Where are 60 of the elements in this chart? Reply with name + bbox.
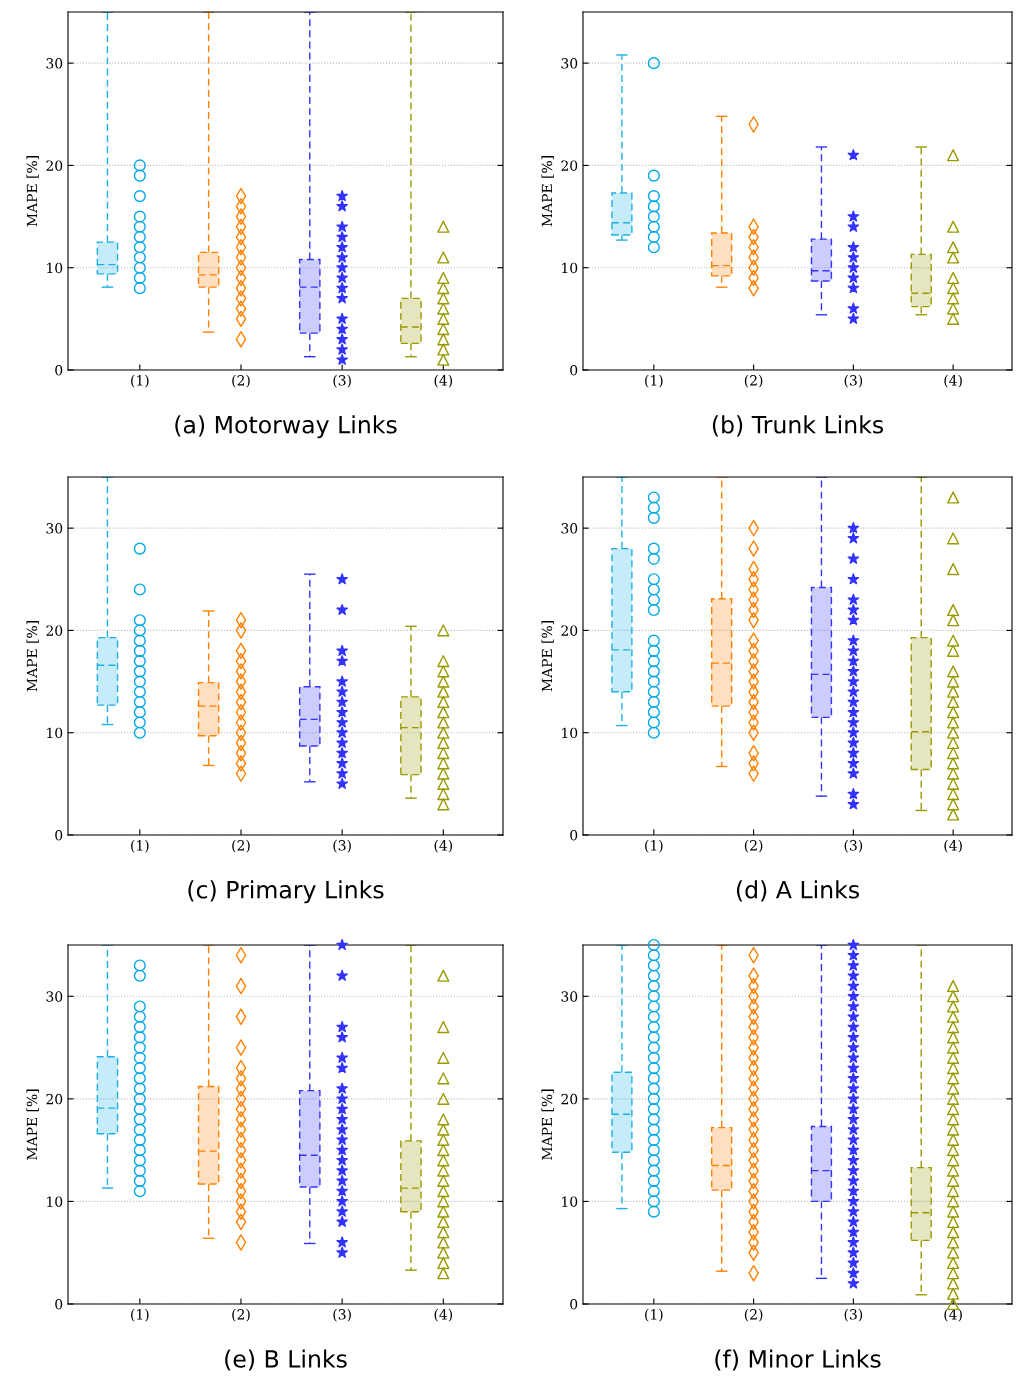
y-tick-label: 10 [562,262,578,274]
y-tick-label: 30 [561,58,578,69]
x-tick-label: (1) [131,374,149,388]
x-tick-label: (4) [944,1308,962,1322]
text: (f) Minor Links [715,1349,881,1371]
y-tick-label: 20 [561,1093,578,1105]
text: (b) Trunk Links [712,415,884,437]
y-tick-label: 10 [47,262,63,274]
y-tick-label: 10 [562,727,578,739]
x-tick-label: (2) [232,1308,250,1322]
x-tick-label: (1) [131,839,149,853]
x-tick-label: (1) [645,374,663,388]
x-tick-label: (3) [844,1308,863,1322]
y-axis-title: MAPE [%] [26,1089,39,1160]
y-tick-label: 20 [561,160,578,171]
y-tick-label: 30 [46,58,63,69]
x-tick-label: (3) [333,1308,351,1322]
text: (d) A Links [736,880,859,902]
x-tick-label: (1) [645,839,663,853]
x-tick-label: (3) [333,839,351,853]
x-tick-label: (1) [645,1308,663,1322]
y-tick-label: 20 [46,625,63,636]
y-tick-label: 0 [55,1298,63,1310]
y-tick-label: 20 [46,1093,63,1105]
y-tick-label: 30 [46,991,63,1002]
text: (c) Primary Links [188,880,384,904]
y-axis-title: MAPE [%] [541,621,554,692]
x-tick-label: (4) [944,374,962,388]
y-tick-label: 0 [570,829,578,841]
x-tick-label: (2) [232,839,250,853]
y-axis-title: MAPE [%] [541,156,554,227]
x-tick-label: (3) [333,374,351,388]
y-tick-label: 0 [55,364,63,376]
x-tick-label: (4) [434,374,453,388]
y-tick-label: 10 [47,1196,63,1207]
x-tick-label: (3) [844,839,863,853]
y-axis-title: MAPE [%] [541,1089,554,1160]
y-tick-label: 0 [55,829,63,841]
x-tick-label: (4) [434,839,453,853]
x-tick-label: (3) [844,374,863,388]
y-tick-label: 30 [561,991,578,1002]
y-tick-label: 0 [570,1298,578,1310]
x-tick-label: (2) [744,839,763,853]
x-tick-label: (2) [232,374,250,388]
text: (e) B Links [225,1349,347,1371]
x-tick-label: (4) [944,839,962,853]
y-tick-label: 10 [562,1196,578,1207]
x-tick-label: (1) [131,1308,149,1322]
x-tick-label: (2) [744,1308,763,1322]
x-tick-label: (4) [434,1308,453,1322]
y-tick-label: 0 [570,364,578,376]
y-tick-label: 20 [46,160,63,171]
text: (a) Motorway Links [175,415,397,439]
y-axis-title: MAPE [%] [26,156,39,227]
y-axis-title: MAPE [%] [26,621,39,692]
y-tick-label: 30 [46,523,63,534]
y-tick-label: 30 [561,523,578,534]
x-tick-label: (2) [744,374,763,388]
y-tick-label: 20 [561,625,578,636]
y-tick-label: 10 [47,727,63,739]
